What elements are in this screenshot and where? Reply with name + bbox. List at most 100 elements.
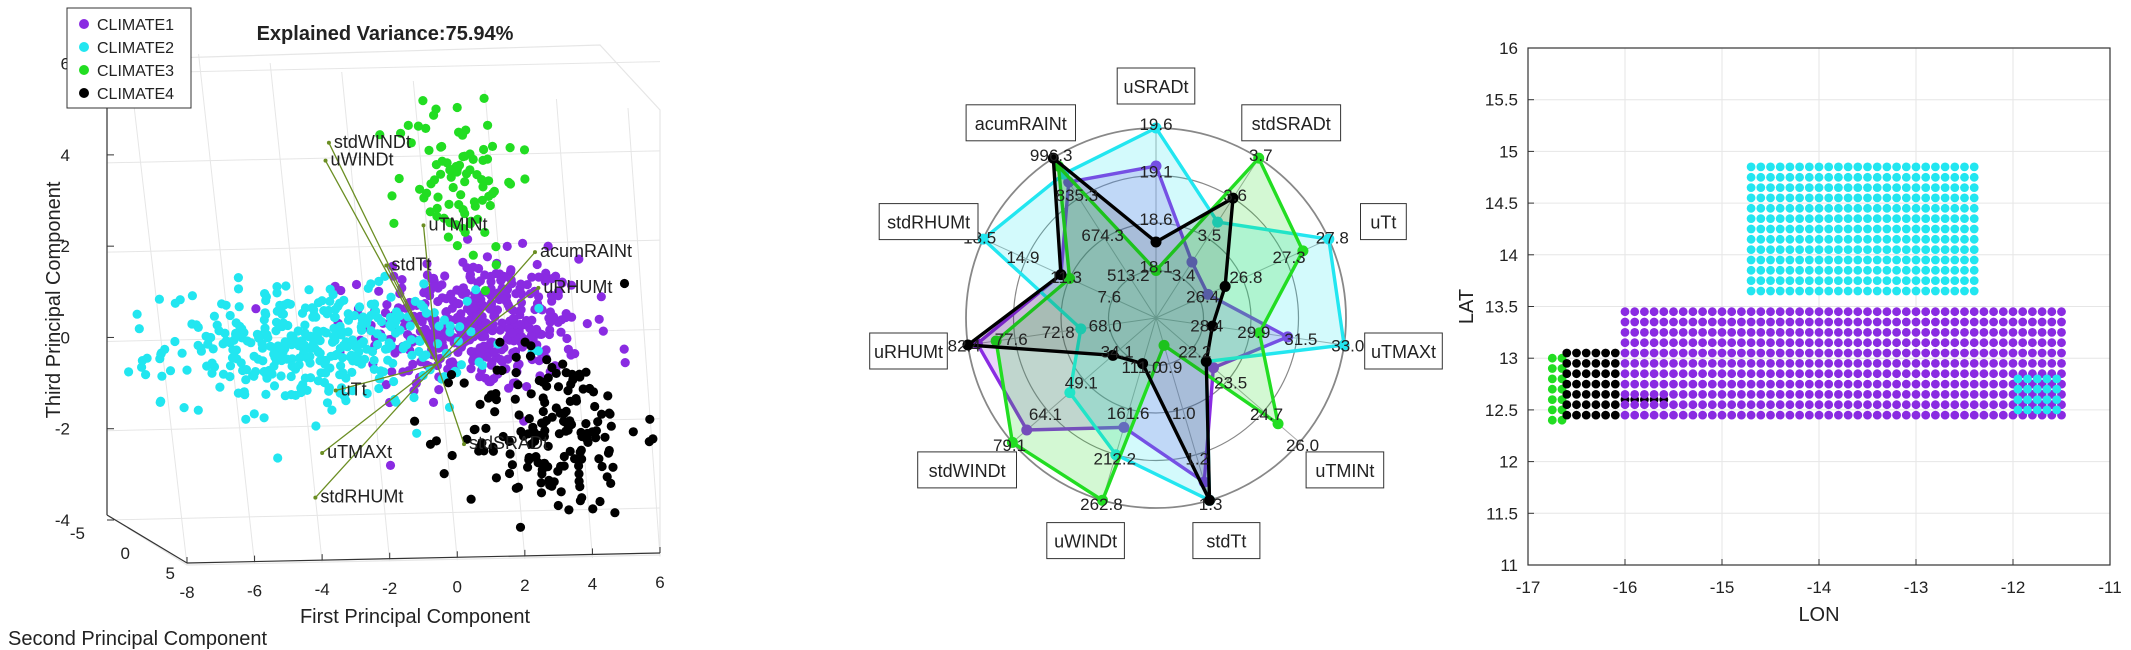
map-point-climate2 [1814,162,1824,172]
biplot-point-climate2 [286,371,296,382]
map-point-climate2 [1766,183,1775,193]
biplot-z-tick-label: 0 [61,328,70,347]
map-point-climate2 [1950,245,1960,255]
map-point-climate2 [1853,286,1863,296]
biplot-point-climate2 [367,346,378,357]
biplot-point-climate4 [559,451,569,462]
map-point-climate1 [1688,400,1698,410]
biplot-point-climate2 [209,311,219,321]
map-point-climate1 [1989,390,1998,399]
biplot-loading-label: uTMAXt [327,442,392,462]
map-point-climate2 [1824,286,1834,296]
map-point-climate1 [2037,328,2047,337]
map-point-climate1 [1960,400,1969,410]
radar-tick-label: 34.1 [1101,343,1134,362]
map-point-climate2 [1921,183,1931,193]
map-point-climate1 [2018,359,2028,368]
map-point-climate2 [1804,276,1814,285]
biplot-point-climate4 [538,393,548,403]
biplot-point-climate4 [481,423,491,433]
biplot-point-climate2 [307,303,317,313]
map-y-axis-label: LAT [1456,289,1478,324]
biplot-point-climate1 [495,325,505,335]
radar-tick-label: 19.6 [1139,115,1172,134]
map-point-climate1 [1688,348,1698,358]
map-point-climate1 [1814,338,1824,348]
map-point-climate1 [1688,328,1698,337]
map-point-climate2 [1785,245,1795,255]
map-point-climate1 [1669,369,1678,379]
biplot-point-climate4 [619,278,630,289]
biplot-loading-vector [385,265,438,365]
map-point-climate1 [1853,307,1863,317]
radar-vertex [1064,273,1076,285]
map-point-climate2 [1814,276,1824,285]
radar-tick-label: 18.6 [1139,210,1172,229]
map-point-climate3 [1547,405,1557,415]
map-point-climate2 [1834,234,1843,244]
map-point-climate1 [1824,410,1834,420]
map-point-climate1 [1998,348,2008,358]
map-point-climate2 [1746,245,1756,255]
map-point-climate2 [1882,265,1892,275]
map-point-climate1 [1882,379,1892,389]
biplot-point-climate1 [543,241,553,251]
biplot-point-climate2 [362,388,372,399]
biplot-point-climate2 [462,296,472,306]
biplot-point-climate1 [408,359,418,369]
biplot-point-climate1 [351,279,362,290]
radar-vertex [1107,349,1119,361]
map-point-climate1 [1940,348,1950,358]
map-point-climate2 [1911,183,1921,193]
map-point-climate2 [1843,265,1853,275]
biplot-point-climate1 [498,294,508,304]
map-point-climate1 [1979,328,1989,337]
map-point-climate4 [1562,390,1572,399]
map-point-climate1 [1921,328,1931,337]
biplot-point-climate2 [272,282,282,292]
map-point-climate2 [1785,172,1795,182]
biplot-point-climate1 [484,376,494,387]
biplot-grid-z [106,239,661,253]
map-point-climate1 [1950,359,1960,368]
map-point-climate3 [1547,353,1557,363]
map-point-climate2 [1814,224,1824,234]
biplot-loading-vector [436,251,536,365]
map-point-climate1 [1620,317,1630,327]
map-point-climate1 [1969,348,1979,358]
map-point-climate1 [2008,328,2018,337]
map-point-climate2 [2042,384,2052,394]
biplot-point-climate3 [454,200,464,210]
map-point-climate4 [1581,410,1591,420]
biplot-point-climate3 [415,184,425,194]
map-point-climate1 [1630,400,1640,410]
map-point-climate2 [1746,255,1756,265]
map-point-climate1 [1814,317,1824,327]
map-point-climate2 [1756,255,1766,265]
map-point-climate1 [1727,359,1737,368]
map-point-climate2 [1921,203,1931,213]
map-point-climate1 [1824,307,1834,317]
map-point-climate1 [1766,317,1775,327]
axes-layer [106,47,2111,566]
map-point-climate2 [1960,245,1969,255]
biplot-point-climate2 [134,324,144,334]
map-point-climate2 [1872,183,1882,193]
map-point-climate1 [1989,359,1998,368]
biplot-point-climate2 [304,285,314,295]
map-point-climate2 [1901,172,1911,182]
map-point-climate1 [1940,410,1950,420]
map-point-climate1 [1795,390,1804,399]
map-point-climate2 [1950,162,1960,172]
map-point-climate1 [1727,390,1737,399]
map-point-climate1 [1766,410,1775,420]
map-point-climate1 [1659,410,1669,420]
biplot-point-climate2 [369,364,379,374]
map-point-climate2 [1853,203,1863,213]
map-point-climate2 [1766,265,1775,275]
map-point-climate2 [1892,203,1901,213]
map-point-climate1 [1678,400,1688,410]
biplot-point-climate1 [502,241,512,251]
radar-axis-label: stdRHUMt [887,213,970,233]
biplot-point-climate1 [503,354,513,364]
